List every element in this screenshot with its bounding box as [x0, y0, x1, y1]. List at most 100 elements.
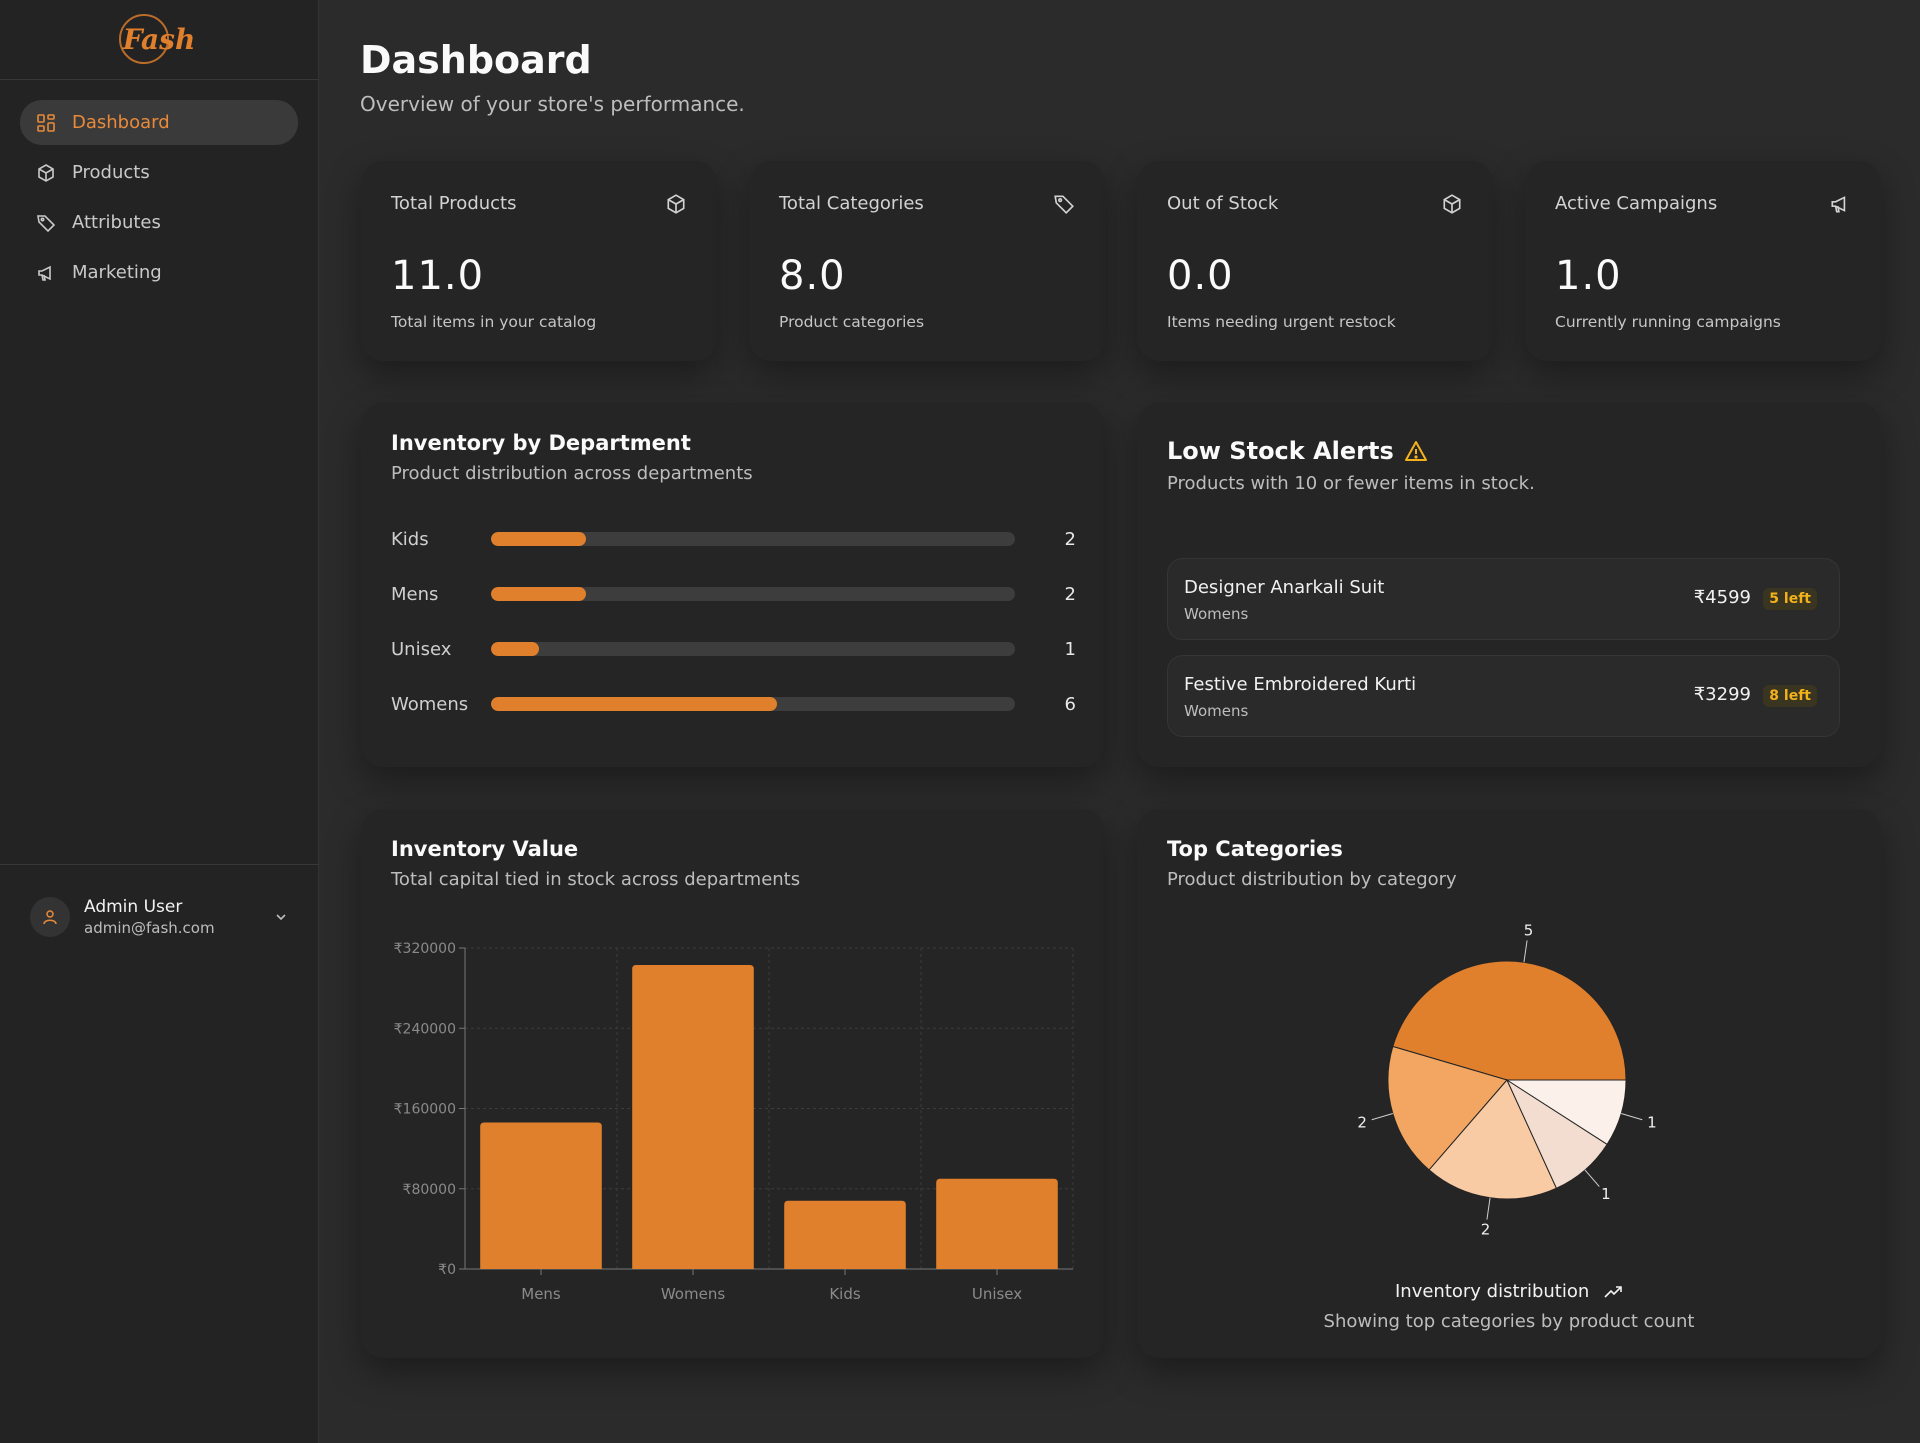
- stat-card-active-campaigns: Active Campaigns 1.0 Currently running c…: [1525, 161, 1881, 361]
- box-icon: [1443, 194, 1461, 214]
- sidebar-item-attributes[interactable]: Attributes: [20, 200, 298, 245]
- department-bar-fill: [491, 697, 777, 711]
- stat-label: Out of Stock: [1167, 193, 1279, 214]
- alert-product-name: Designer Anarkali Suit: [1184, 577, 1385, 598]
- department-name: Kids: [391, 528, 429, 550]
- department-bar-track: [491, 697, 1015, 711]
- inventory-by-department-card: Inventory by Department Product distribu…: [361, 403, 1104, 767]
- stat-value: 11.0: [391, 253, 485, 299]
- sidebar-item-dashboard[interactable]: Dashboard: [20, 100, 298, 145]
- stat-desc: Product categories: [779, 313, 925, 331]
- logo-ring-icon: [119, 14, 169, 64]
- card-subtitle: Product distribution by category: [1167, 869, 1457, 890]
- box-icon: [667, 194, 685, 214]
- sidebar-item-label: Dashboard: [72, 112, 170, 133]
- y-tick-label: ₹80000: [403, 1182, 456, 1198]
- tag-icon: [37, 214, 56, 232]
- alert-price: ₹4599: [1693, 587, 1751, 608]
- department-bar-track: [491, 642, 1015, 656]
- sidebar-item-label: Marketing: [72, 262, 162, 283]
- alert-product-name: Festive Embroidered Kurti: [1184, 674, 1417, 695]
- sidebar: Fash Dashboard Products Attributes Marke…: [0, 0, 319, 1443]
- pie-slice[interactable]: [1428, 1079, 1558, 1200]
- pie-label: 1: [1647, 1114, 1657, 1132]
- sidebar-item-marketing[interactable]: Marketing: [20, 250, 298, 295]
- pie-label-line: [1621, 1113, 1643, 1121]
- avatar: [30, 897, 70, 937]
- stat-card-total-products: Total Products 11.0 Total items in your …: [361, 161, 717, 361]
- department-name: Unisex: [391, 638, 452, 660]
- logo[interactable]: Fash: [0, 0, 318, 80]
- pie-label-line: [1584, 1169, 1600, 1187]
- x-tick-label: Womens: [661, 1285, 725, 1303]
- stock-badge: 8 left: [1763, 685, 1817, 707]
- department-count: 2: [1064, 528, 1076, 550]
- pie-label-line: [1523, 940, 1528, 963]
- bar[interactable]: [480, 1122, 602, 1269]
- inventory-value-bar-chart: ₹0 ₹80000 ₹160000 ₹240000 ₹320000 Mens Womens K…: [394, 941, 1074, 1303]
- box-icon: [38, 163, 54, 182]
- pie-caption-subtitle: Showing top categories by product count: [1323, 1311, 1695, 1332]
- top-categories-pie-chart: 5 2 2 1 1: [1357, 922, 1657, 1239]
- alert-item[interactable]: Festive Embroidered Kurti Womens ₹3299 8…: [1167, 655, 1840, 737]
- alert-category: Womens: [1184, 605, 1249, 623]
- department-bar-track: [491, 532, 1015, 546]
- department-bar-fill: [491, 587, 587, 601]
- card-subtitle: Products with 10 or fewer items in stock…: [1167, 473, 1535, 494]
- alert-item[interactable]: Designer Anarkali Suit Womens ₹4599 5 le…: [1167, 558, 1840, 640]
- user-icon: [43, 910, 57, 925]
- department-name: Mens: [391, 583, 439, 605]
- pie-slice[interactable]: [1505, 1079, 1627, 1146]
- sidebar-item-label: Attributes: [72, 212, 161, 233]
- pie-label: 1: [1601, 1185, 1611, 1203]
- card-subtitle: Product distribution across departments: [391, 463, 753, 484]
- tag-icon: [1054, 195, 1074, 214]
- card-subtitle: Total capital tied in stock across depar…: [391, 869, 801, 890]
- bar[interactable]: [632, 965, 754, 1269]
- low-stock-alerts-card: Low Stock Alerts Products with 10 or few…: [1137, 403, 1881, 767]
- sidebar-item-products[interactable]: Products: [20, 150, 298, 195]
- pie-label-line: [1486, 1197, 1491, 1220]
- stat-value: 0.0: [1167, 253, 1234, 299]
- pie-label-line: [1371, 1113, 1393, 1121]
- stat-label: Total Categories: [779, 193, 924, 214]
- stat-label: Active Campaigns: [1555, 193, 1718, 214]
- stat-value: 1.0: [1555, 253, 1622, 299]
- user-menu[interactable]: Admin User admin@fash.com: [0, 864, 319, 969]
- y-tick-label: ₹320000: [394, 941, 456, 957]
- department-count: 1: [1064, 638, 1076, 660]
- y-tick-label: ₹0: [438, 1262, 456, 1278]
- alert-price: ₹3299: [1693, 684, 1751, 705]
- dashboard-icon: [37, 113, 55, 132]
- stock-badge: 5 left: [1763, 588, 1817, 610]
- department-bar-track: [491, 587, 1015, 601]
- department-row: Kids 2: [391, 524, 1076, 554]
- sidebar-nav: Dashboard Products Attributes Marketing: [0, 80, 318, 320]
- bar[interactable]: [936, 1178, 1058, 1269]
- stat-card-out-of-stock: Out of Stock 0.0 Items needing urgent re…: [1137, 161, 1493, 361]
- stat-desc: Items needing urgent restock: [1167, 313, 1396, 331]
- pie-label: 2: [1357, 1114, 1367, 1132]
- department-name: Womens: [391, 693, 469, 715]
- stat-card-total-categories: Total Categories 8.0 Product categories: [749, 161, 1105, 361]
- pie-caption: Inventory distribution: [1137, 1281, 1881, 1302]
- chevron-down-icon[interactable]: [273, 909, 289, 925]
- pie-slice[interactable]: [1387, 1045, 1508, 1171]
- card-title: Inventory Value: [391, 837, 579, 861]
- department-row: Mens 2: [391, 579, 1076, 609]
- department-row: Unisex 1: [391, 634, 1076, 664]
- user-name: Admin User: [84, 897, 183, 917]
- bar[interactable]: [784, 1200, 906, 1269]
- department-bar-fill: [491, 642, 539, 656]
- alert-category: Womens: [1184, 702, 1249, 720]
- page-title: Dashboard: [360, 38, 592, 82]
- department-row: Womens 6: [391, 689, 1076, 719]
- x-tick-label: Kids: [829, 1285, 861, 1303]
- department-count: 2: [1064, 583, 1076, 605]
- megaphone-icon: [1831, 196, 1846, 213]
- stat-label: Total Products: [391, 193, 517, 214]
- warning-icon: [1404, 441, 1427, 461]
- y-tick-label: ₹160000: [394, 1102, 456, 1118]
- stat-desc: Currently running campaigns: [1555, 313, 1781, 331]
- x-tick-label: Mens: [521, 1285, 561, 1303]
